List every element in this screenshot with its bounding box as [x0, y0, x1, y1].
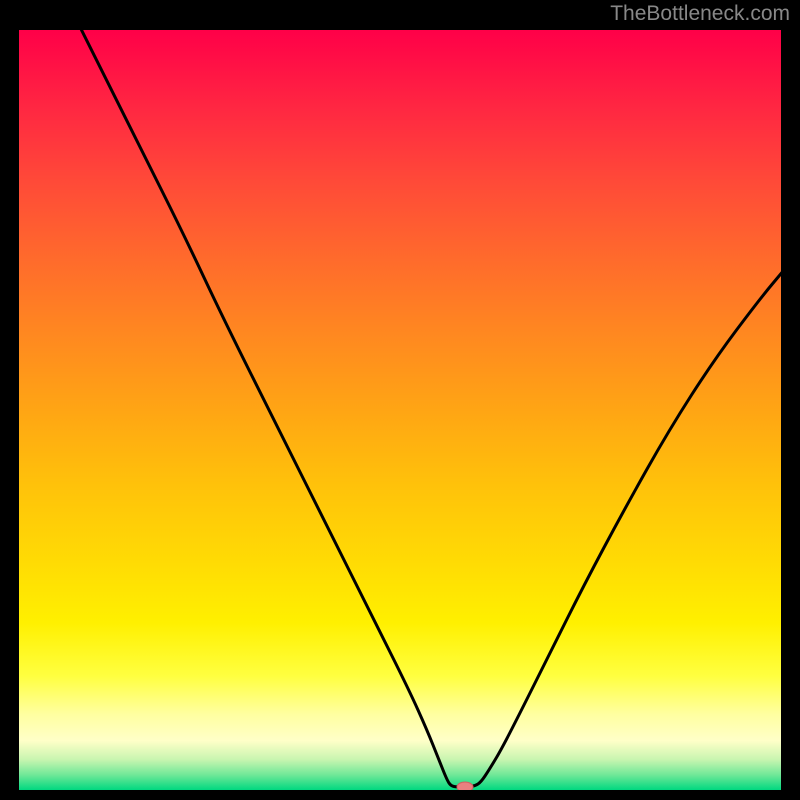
- chart-background: [19, 30, 781, 790]
- optimal-point-marker: [457, 782, 473, 790]
- bottleneck-chart: [19, 30, 781, 790]
- watermark-text: TheBottleneck.com: [610, 2, 790, 26]
